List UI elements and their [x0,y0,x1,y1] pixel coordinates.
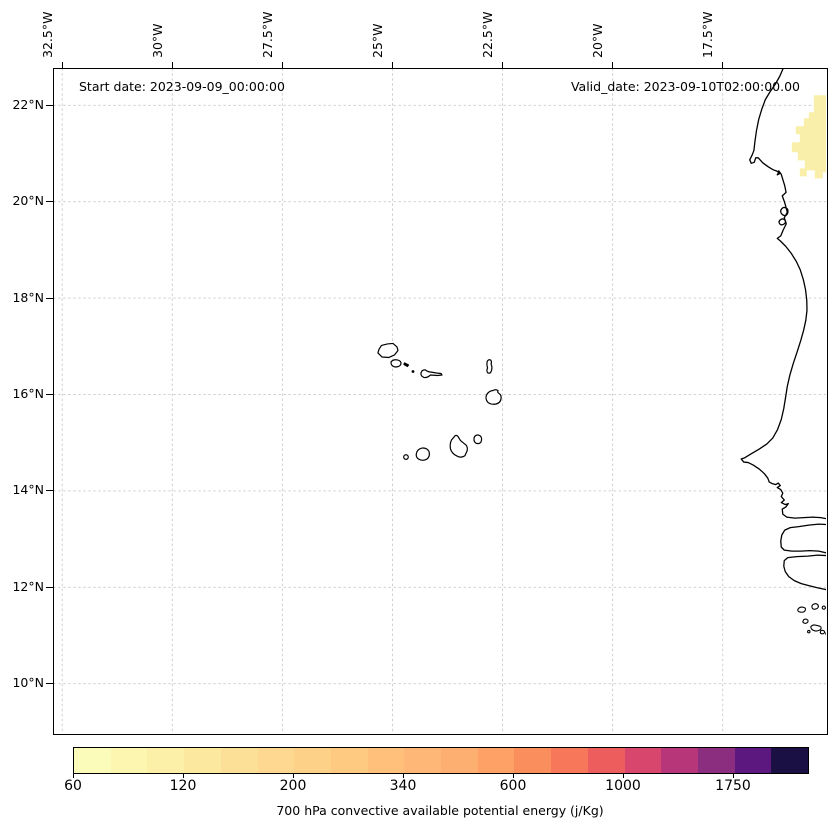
islet-dot [411,370,415,373]
sao-nicolau-island [420,369,443,379]
top-tick-mark [172,62,173,68]
colorbar-segment [734,748,772,773]
left-tick-label: 16°N [12,385,44,401]
colorbar-tick-mark [73,773,74,778]
colorbar-segment [404,748,442,773]
left-tick-mark [46,297,53,299]
left-tick-label: 12°N [12,578,44,594]
boa-vista-island [485,389,502,405]
colorbar-tick-mark [623,773,624,778]
colorbar-segment [330,748,368,773]
colorbar-segment [294,748,331,773]
sao-vicente-island [390,359,402,368]
west-africa-coastline [740,69,826,591]
santa-luzia-island [403,362,410,368]
left-tick-label: 20°N [12,193,44,209]
colorbar-segment [587,748,625,773]
top-tick-mark [612,62,613,68]
top-tick-label: 22.5°W [479,11,495,58]
colorbar-tick-mark [183,773,184,778]
colorbar-segment [551,748,588,773]
top-tick-mark [502,62,503,68]
colorbar-segment [147,748,185,773]
top-tick-label: 30°W [149,23,165,58]
sal-island [486,359,493,374]
fogo-island [415,447,431,461]
colorbar-tick-label: 200 [279,778,307,794]
top-tick-label: 20°W [589,23,605,58]
colorbar-segment [257,748,295,773]
colorbar-label: 700 hPa convective available potential e… [276,803,604,818]
valid-date-annotation: Valid_date: 2023-09-10T02:00:00.00 [570,79,800,94]
colorbar-segment [441,748,478,773]
arguin-islets [778,206,789,226]
colorbar-tick-label: 120 [169,778,197,794]
colorbar-tick-label: 600 [499,778,527,794]
colorbar-segment [477,748,515,773]
colorbar-segment [514,748,552,773]
left-tick-label: 10°N [12,674,44,690]
colorbar-tick-label: 340 [389,778,417,794]
colorbar-tick-label: 60 [64,778,82,794]
colorbar-segment [367,748,405,773]
top-tick-mark [282,62,283,68]
left-tick-label: 22°N [12,97,44,112]
top-tick-mark [722,62,723,68]
brava-island [403,454,409,460]
colorbar-tick-mark [403,773,404,778]
colorbar-segment [771,748,809,773]
colorbar-segment [74,748,111,773]
colorbar-tick-mark [733,773,734,778]
santiago-island [449,434,468,458]
colorbar-segment [184,748,221,773]
top-tick-mark [392,62,393,68]
top-tick-mark [62,62,63,68]
colorbar-tick-mark [293,773,294,778]
santo-antao-island [377,342,399,359]
left-tick-mark [46,682,53,684]
top-tick-label: 17.5°W [699,11,715,58]
left-tick-label: 18°N [12,289,44,305]
bijagos-islands [797,603,826,636]
colorbar-segment [220,748,258,773]
colorbar-gradient [73,747,809,774]
colorbar-tick-label: 1750 [715,778,751,794]
gridlines [54,69,826,733]
map-canvas [54,69,826,733]
colorbar-segment [697,748,735,773]
top-tick-label: 32.5°W [39,11,55,58]
left-tick-mark [46,105,53,106]
colorbar-segment [110,748,148,773]
top-tick-label: 25°W [369,23,385,58]
colorbar-tick-label: 1000 [605,778,641,794]
left-tick-label: 14°N [12,482,44,498]
start-date-annotation: Start date: 2023-09-09_00:00:00 [79,79,285,94]
left-tick-mark [46,490,53,492]
left-tick-mark [46,586,53,588]
colorbar-segment [624,748,662,773]
cape-verde-islands [377,342,502,461]
colorbar-segment [661,748,698,773]
cape-shaded-region [791,95,826,179]
map-plot-area: Start date: 2023-09-09_00:00:00 Valid_da… [53,68,828,735]
maio-island [473,434,483,445]
colorbar-tick-mark [513,773,514,778]
left-tick-mark [46,201,53,203]
left-tick-mark [46,393,53,395]
top-tick-label: 27.5°W [259,11,275,58]
